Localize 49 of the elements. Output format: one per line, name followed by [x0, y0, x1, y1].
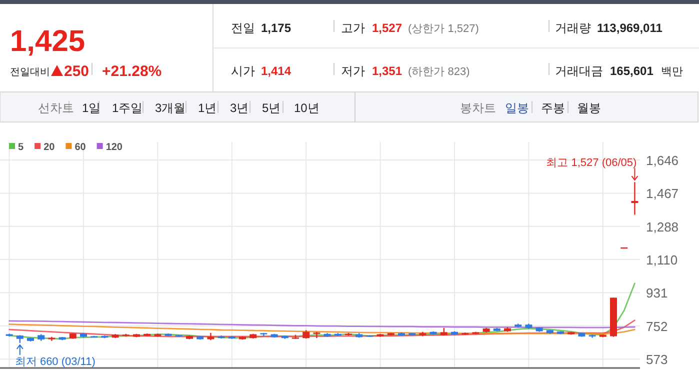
- text: 1,414: [261, 64, 292, 78]
- text: 5년: [262, 101, 281, 115]
- annotation: 최고 1,527 (06/05): [546, 157, 637, 170]
- text: 전일: [231, 21, 255, 35]
- text: 저가: [341, 64, 365, 78]
- legend-label: 60: [74, 142, 86, 153]
- y-tick-label: 1,646: [646, 153, 679, 168]
- text: 250: [64, 63, 90, 80]
- text: (상한가 1,527): [408, 23, 479, 35]
- text: 전일대비: [10, 67, 50, 78]
- legend-label: 20: [44, 142, 56, 153]
- text: 봉차트: [460, 101, 496, 115]
- text: 거래량: [555, 21, 591, 35]
- text: 1,175: [261, 21, 292, 35]
- text: 거래대금: [555, 64, 603, 78]
- text: 165,601: [610, 64, 654, 78]
- y-tick-label: 931: [646, 286, 668, 301]
- text: (하한가 823): [408, 66, 470, 78]
- text: 월봉: [577, 101, 601, 115]
- line-series: [8, 282, 636, 340]
- candlestick: [631, 181, 638, 216]
- y-tick-label: 1,467: [646, 186, 679, 202]
- text: 1,351: [372, 64, 402, 78]
- text: 고가: [341, 21, 365, 35]
- y-tick-label: 1,288: [646, 219, 679, 234]
- text: 1년: [198, 101, 217, 115]
- text: 1,425: [10, 25, 86, 58]
- y-tick-label: 752: [646, 318, 668, 334]
- text: 주봉: [541, 101, 565, 115]
- legend-label: 5: [18, 142, 24, 153]
- y-tick-label: 1,110: [646, 252, 678, 268]
- legend-label: 120: [106, 142, 123, 153]
- text: 선차트: [38, 101, 74, 115]
- candlestick: [313, 331, 320, 339]
- text: 1일: [82, 101, 101, 115]
- text: 1,527: [372, 21, 402, 35]
- text: 백만: [661, 66, 683, 78]
- text: 1주일: [112, 101, 143, 115]
- text: 일봉: [505, 101, 529, 115]
- text: +21.28%: [102, 63, 162, 80]
- text: 시가: [231, 64, 255, 78]
- text: 10년: [294, 101, 320, 115]
- line-series: [8, 320, 636, 328]
- text: 113,969,011: [597, 21, 663, 35]
- line-series: [8, 324, 636, 335]
- annotation: 최저 660 (03/11): [14, 356, 96, 368]
- text: 3년: [230, 101, 249, 115]
- y-tick-label: 573: [646, 352, 668, 368]
- text: 3개월: [155, 101, 186, 115]
